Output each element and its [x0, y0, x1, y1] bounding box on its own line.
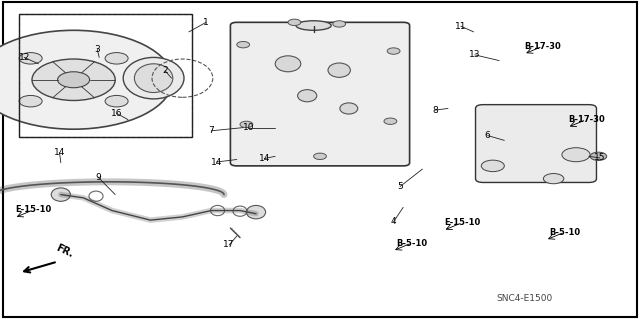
Circle shape: [387, 48, 400, 54]
Circle shape: [19, 53, 42, 64]
Ellipse shape: [246, 205, 266, 219]
Text: 14: 14: [54, 148, 65, 157]
Text: 8: 8: [433, 106, 438, 115]
Circle shape: [562, 148, 590, 162]
Ellipse shape: [328, 63, 351, 77]
FancyBboxPatch shape: [230, 22, 410, 166]
Circle shape: [384, 118, 397, 124]
Ellipse shape: [296, 21, 332, 30]
Text: FR.: FR.: [54, 242, 75, 259]
Text: 1: 1: [204, 18, 209, 27]
Circle shape: [240, 121, 253, 128]
Ellipse shape: [123, 57, 184, 99]
Circle shape: [19, 95, 42, 107]
Circle shape: [105, 95, 128, 107]
Circle shape: [0, 30, 173, 129]
Text: B-17-30: B-17-30: [568, 115, 605, 124]
Text: 13: 13: [469, 50, 481, 59]
Ellipse shape: [340, 103, 358, 114]
Bar: [19, 14, 192, 137]
Text: 14: 14: [211, 158, 222, 167]
Text: 6: 6: [485, 131, 490, 140]
Ellipse shape: [134, 64, 173, 93]
Circle shape: [481, 160, 504, 172]
Circle shape: [333, 21, 346, 27]
Text: 15: 15: [594, 153, 605, 162]
Text: 7: 7: [209, 126, 214, 135]
Circle shape: [543, 174, 564, 184]
Text: 3: 3: [95, 45, 100, 54]
Text: 11: 11: [455, 22, 467, 31]
Text: SNC4-E1500: SNC4-E1500: [497, 294, 553, 303]
Circle shape: [237, 41, 250, 48]
Ellipse shape: [275, 56, 301, 72]
FancyBboxPatch shape: [476, 105, 596, 182]
Text: 12: 12: [19, 53, 30, 62]
Text: B-17-30: B-17-30: [524, 42, 561, 51]
Circle shape: [314, 153, 326, 160]
Text: E-15-10: E-15-10: [15, 205, 51, 214]
Bar: [19, 14, 192, 137]
Text: 5: 5: [397, 182, 403, 191]
Text: E-15-10: E-15-10: [444, 218, 480, 227]
Circle shape: [590, 152, 607, 160]
Text: 9: 9: [95, 173, 100, 182]
Circle shape: [58, 72, 90, 88]
Text: 14: 14: [259, 154, 270, 163]
Text: 4: 4: [391, 217, 396, 226]
Circle shape: [105, 53, 128, 64]
Text: B-5-10: B-5-10: [396, 239, 427, 248]
Ellipse shape: [51, 188, 70, 201]
Text: 2: 2: [163, 66, 168, 75]
Text: 10: 10: [243, 123, 254, 132]
Text: B-5-10: B-5-10: [549, 228, 580, 237]
Ellipse shape: [298, 90, 317, 102]
Text: 17: 17: [223, 241, 235, 249]
Text: 16: 16: [111, 109, 122, 118]
Circle shape: [32, 59, 115, 100]
Circle shape: [288, 19, 301, 26]
